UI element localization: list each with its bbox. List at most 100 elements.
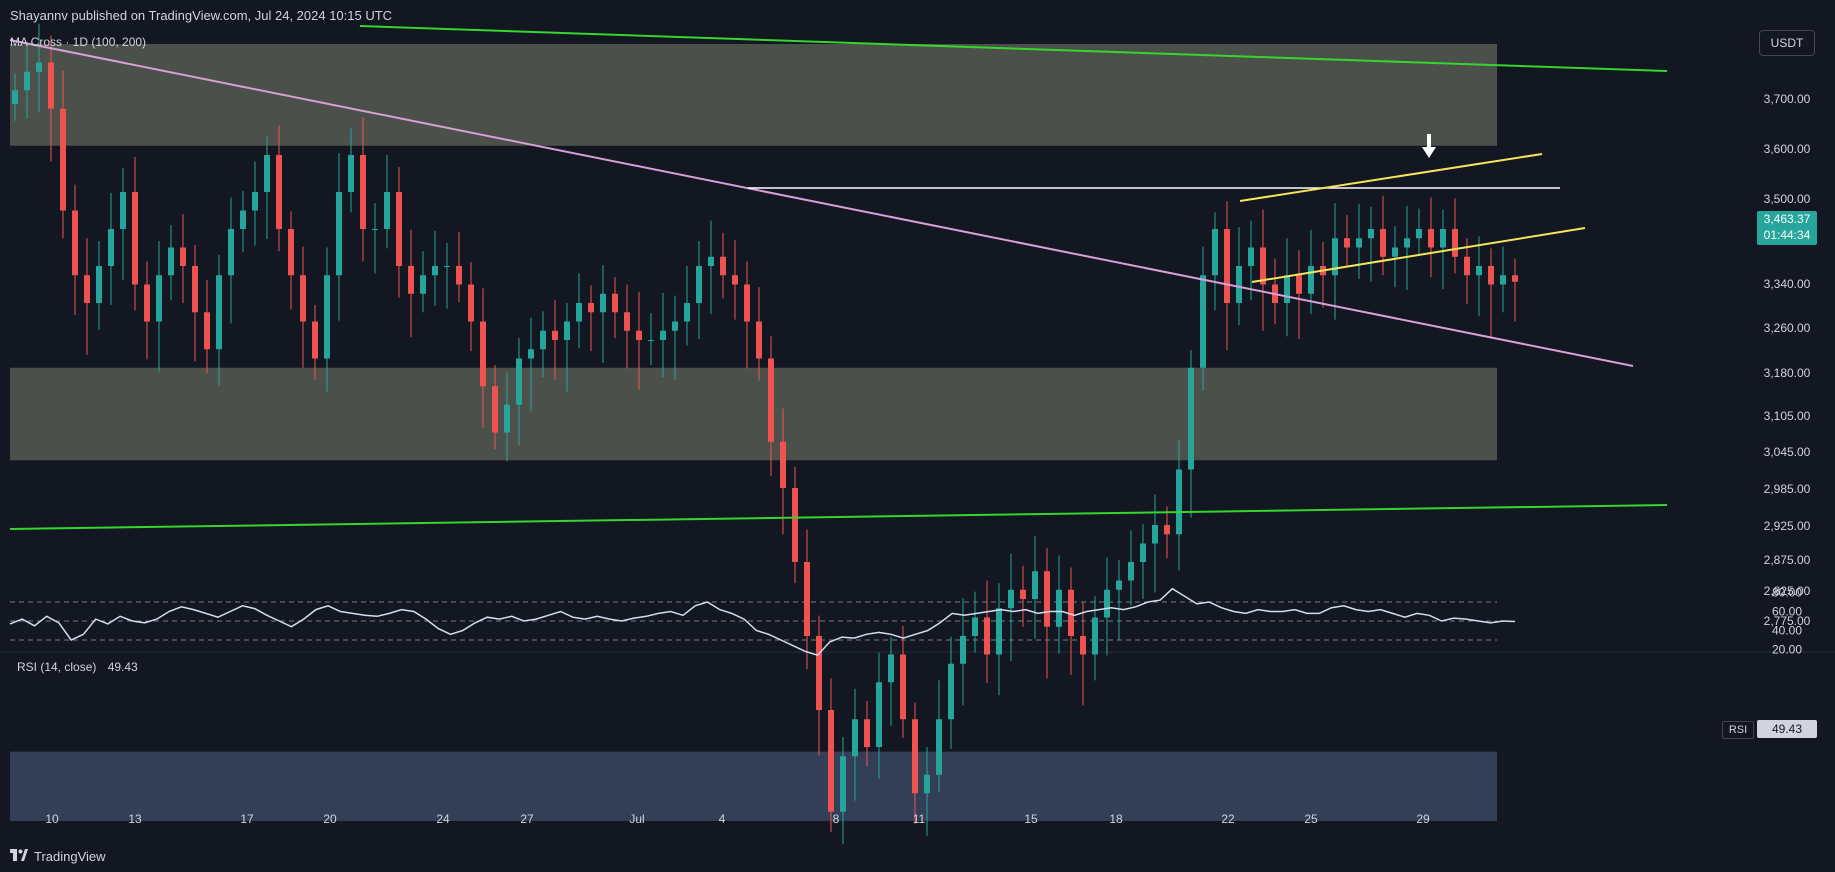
rsi-tick-label: 80.00 xyxy=(1772,586,1802,600)
candle-body xyxy=(1152,525,1158,544)
candle-body xyxy=(744,284,750,322)
candle-body xyxy=(876,682,882,747)
x-tick-label: 27 xyxy=(520,812,534,826)
candle-body xyxy=(84,275,90,303)
candle-body xyxy=(1248,247,1254,266)
candle-body xyxy=(648,340,654,341)
candle-body xyxy=(780,441,786,488)
footer: TradingView xyxy=(0,840,1835,872)
candle-body xyxy=(72,210,78,276)
candle-body xyxy=(588,303,594,313)
candle-body xyxy=(1032,571,1038,599)
candle-body xyxy=(840,756,846,812)
candle-body xyxy=(828,710,834,812)
down-arrow-shaft xyxy=(1427,134,1431,150)
rsi-legend[interactable]: RSI (14, close) 49.43 xyxy=(17,660,138,674)
candle-body xyxy=(228,229,234,276)
candle-body xyxy=(672,321,678,331)
candle-body xyxy=(972,617,978,636)
x-tick-label: 18 xyxy=(1109,812,1123,826)
candle-countdown: 01:44:34 xyxy=(1763,228,1811,242)
candle-body xyxy=(1044,571,1050,627)
x-tick-label: 25 xyxy=(1304,812,1318,826)
candle-body xyxy=(1452,229,1458,257)
x-tick-label: 10 xyxy=(45,812,59,826)
candle-body xyxy=(1104,589,1110,618)
candle-body xyxy=(1428,229,1434,248)
candle-body xyxy=(12,90,18,105)
candle-body xyxy=(36,62,42,72)
rsi-line xyxy=(9,587,1516,657)
candle-body xyxy=(696,266,702,303)
candle-body xyxy=(1344,238,1350,248)
rsi-legend-value: 49.43 xyxy=(107,660,138,674)
candle-body xyxy=(288,229,294,276)
candle-body xyxy=(552,330,558,340)
lower-green-trendline xyxy=(9,504,1668,530)
candle-body xyxy=(900,654,906,720)
zones-layer xyxy=(10,44,1497,821)
x-tick-label: 20 xyxy=(323,812,337,826)
candle-body xyxy=(576,303,582,322)
candle-body xyxy=(924,774,930,794)
down-arrow-head xyxy=(1422,147,1436,158)
candle-body xyxy=(1332,238,1338,276)
y-tick-label: 2,825.00 xyxy=(1764,584,1811,598)
candle-body xyxy=(624,312,630,331)
candle-body xyxy=(1140,543,1146,562)
candle-body xyxy=(636,330,642,340)
candle-body xyxy=(1176,469,1182,535)
indicator-legend[interactable]: MA Cross · 1D (100, 200) xyxy=(10,35,147,49)
candle-body xyxy=(24,71,30,91)
candle-body xyxy=(216,275,222,350)
candle-body xyxy=(504,404,510,433)
x-tick-label: 29 xyxy=(1416,812,1430,826)
candle-body xyxy=(480,321,486,387)
candle-body xyxy=(372,229,378,230)
rsi-layer xyxy=(9,587,1516,657)
candle-body xyxy=(324,275,330,359)
currency-button[interactable]: USDT xyxy=(1759,30,1815,56)
x-tick-label: 4 xyxy=(719,812,726,826)
candle-body xyxy=(804,562,810,636)
candle-body xyxy=(1476,266,1482,276)
candle-body xyxy=(792,488,798,562)
candle-body xyxy=(456,266,462,285)
tradingview-logo-icon xyxy=(10,848,28,864)
candle-body xyxy=(1056,589,1062,627)
candle-body xyxy=(1008,589,1014,609)
candle-body xyxy=(408,266,414,294)
footer-brand[interactable]: TradingView xyxy=(34,848,106,864)
y-tick-label: 2,875.00 xyxy=(1764,553,1811,567)
x-tick-label: 13 xyxy=(128,812,142,826)
candle-body xyxy=(1404,238,1410,248)
candle-body xyxy=(396,192,402,266)
candle-body xyxy=(1128,562,1134,581)
candle-body xyxy=(1200,275,1206,368)
y-tick-label: 3,105.00 xyxy=(1764,409,1811,423)
candle-body xyxy=(384,192,390,229)
candle-body xyxy=(1080,636,1086,655)
y-tick-label: 2,925.00 xyxy=(1764,519,1811,533)
candle-body xyxy=(336,192,342,276)
candle-body xyxy=(768,358,774,442)
y-tick-label: 2,775.00 xyxy=(1764,614,1811,628)
rsi-label: RSI (14, close) xyxy=(17,660,97,674)
rsi-tag: RSI xyxy=(1722,721,1754,739)
candle-body xyxy=(1020,589,1026,599)
candle-body xyxy=(192,266,198,313)
candle-body xyxy=(1512,275,1518,282)
candle-body xyxy=(1236,266,1242,303)
y-tick-label: 3,700.00 xyxy=(1764,92,1811,106)
x-tick-label: 8 xyxy=(833,812,840,826)
upper-resistance-zone xyxy=(10,44,1497,146)
candle-body xyxy=(300,275,306,322)
candle-body xyxy=(1380,229,1386,257)
candle-body xyxy=(240,210,246,229)
candle-body xyxy=(1092,617,1098,655)
candle-body xyxy=(1368,229,1374,239)
candle-body xyxy=(720,256,726,276)
candle-body xyxy=(48,62,54,109)
candle-body xyxy=(132,192,138,285)
